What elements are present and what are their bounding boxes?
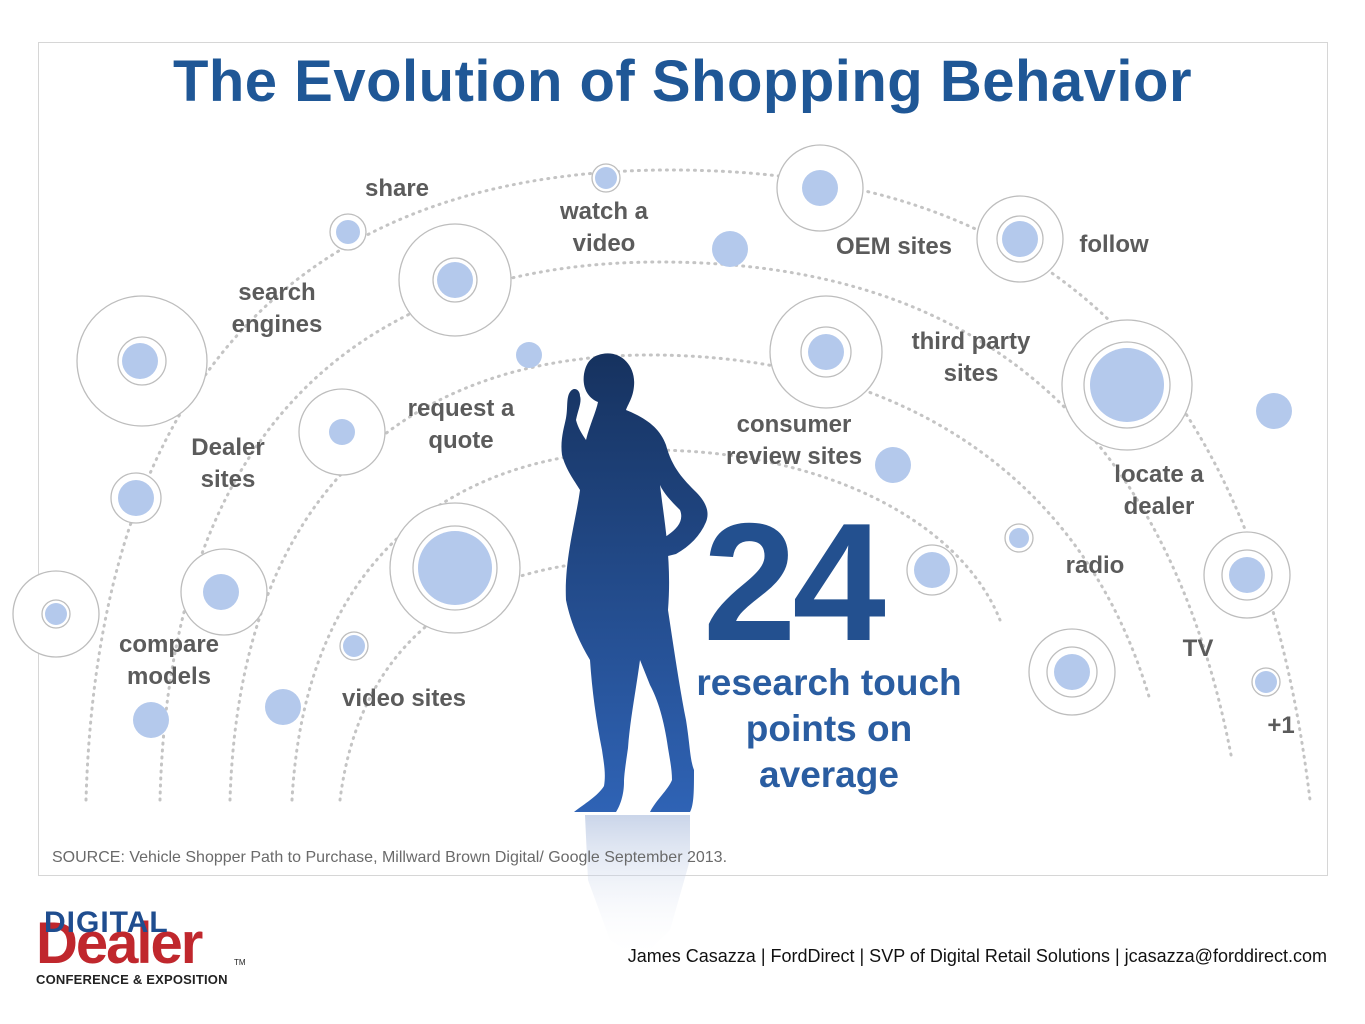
digital-dealer-logo: Dealer DIGITAL TM CONFERENCE & EXPOSITIO… — [36, 900, 246, 992]
orbit-arc-1 — [338, 558, 642, 802]
label-video-sites: video sites — [341, 685, 467, 712]
source-note: SOURCE: Vehicle Shopper Path to Purchase… — [52, 849, 728, 866]
label-follow: follow — [1079, 231, 1149, 258]
label-request-a-quote: request a quote — [407, 395, 515, 454]
logo-dealer-text: Dealer — [36, 911, 203, 976]
label-consumer-review-sites: consumer review sites — [725, 411, 863, 470]
label-plus-one: +1 — [1267, 712, 1295, 739]
label-oem-sites: OEM sites — [835, 233, 953, 260]
label-search-engines: search engines — [231, 279, 323, 338]
label-radio: radio — [1065, 552, 1125, 579]
woman-silhouette — [561, 353, 708, 812]
logo-trademark: TM — [234, 958, 246, 967]
touchpoint-count: 24 — [703, 488, 886, 676]
orbit-arc-4 — [158, 260, 1234, 802]
orbit-arc-3 — [228, 353, 1152, 802]
touchpoint-caption: research touch points on average — [696, 662, 962, 795]
touchpoint-circles — [12, 144, 1292, 738]
label-compare-models: compare models — [118, 631, 220, 690]
logo-conference-text: CONFERENCE & EXPOSITION — [36, 972, 228, 987]
presenter-footer: James Casazza | FordDirect | SVP of Digi… — [627, 946, 1327, 966]
label-tv: TV — [1182, 635, 1214, 662]
page-title: The Evolution of Shopping Behavior — [172, 49, 1193, 114]
logo-digital-text: DIGITAL — [44, 906, 169, 939]
label-share: share — [364, 175, 430, 202]
label-dealer-sites: Dealer sites — [191, 434, 265, 493]
label-third-party-sites: third party sites — [911, 328, 1031, 387]
silhouette-reflection — [585, 815, 690, 960]
label-watch-a-video: watch a video — [559, 198, 649, 257]
label-locate-a-dealer: locate a dealer — [1114, 461, 1204, 520]
